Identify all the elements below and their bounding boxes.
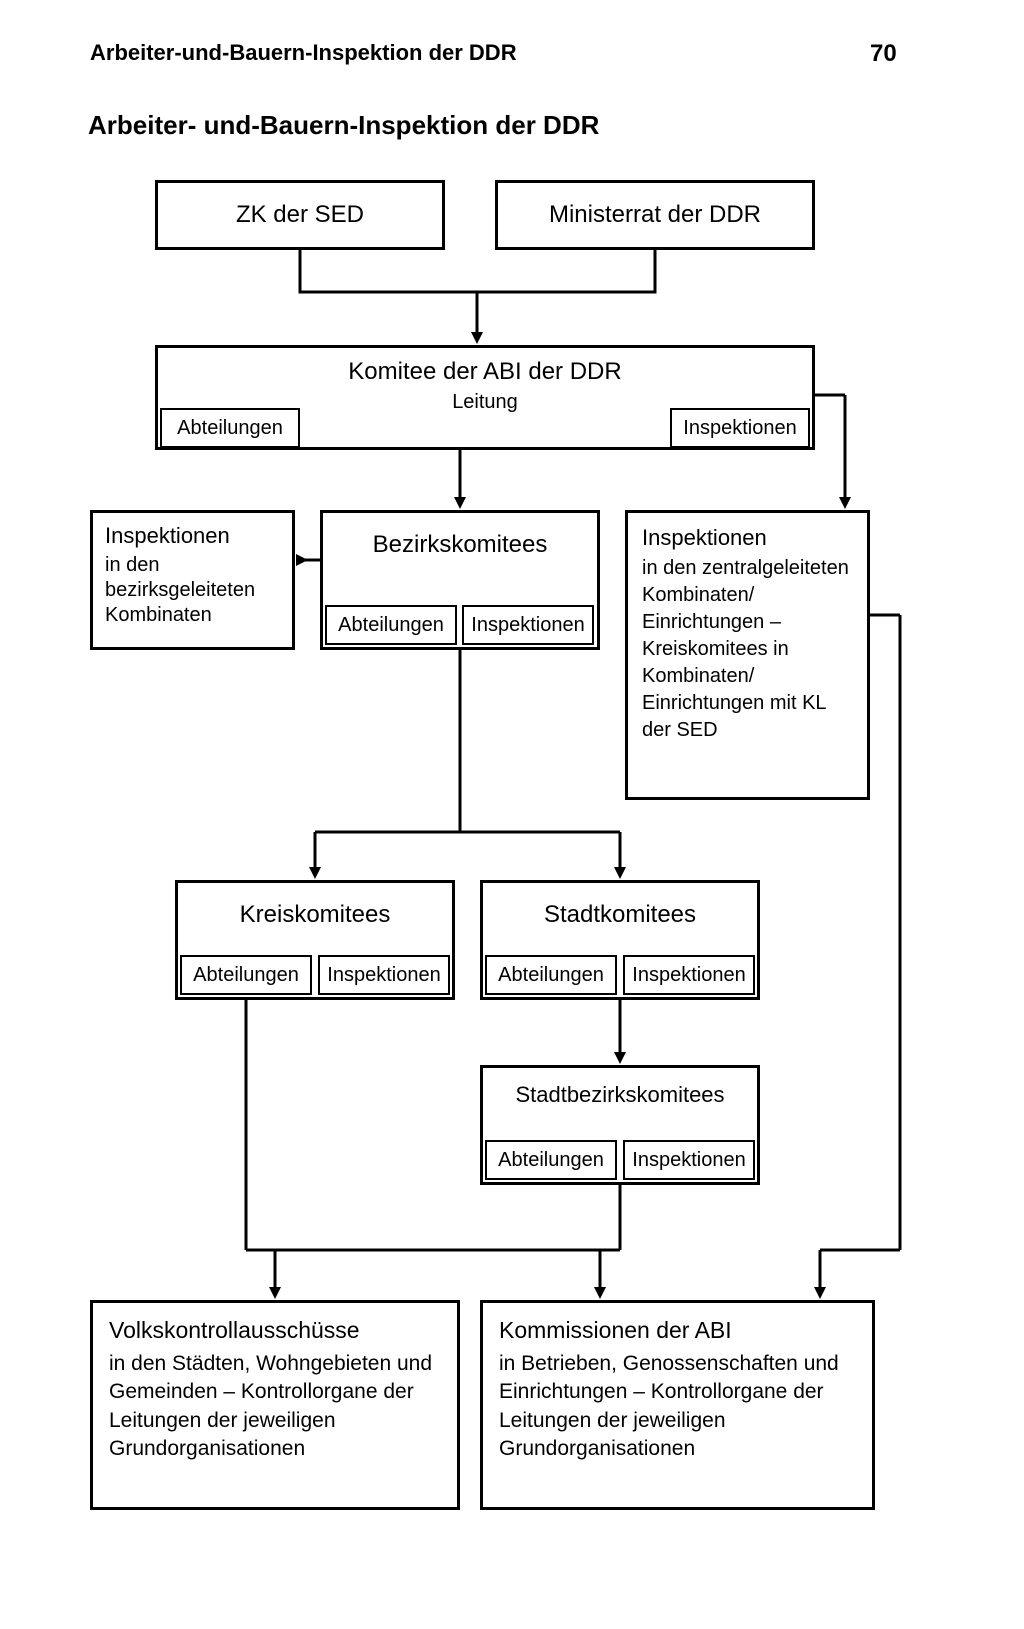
node-volkskontroll: Volkskontrollausschüsse in den Städten, … — [90, 1300, 460, 1510]
sub-inspektionen: Inspektionen — [462, 605, 594, 645]
node-body: in Betrieben, Genossenschaften und Einri… — [499, 1350, 856, 1463]
node-title: Inspektionen — [642, 525, 853, 551]
sub-abteilungen: Abteilungen — [485, 955, 617, 995]
node-label: ZK der SED — [236, 201, 364, 230]
node-title: Kreiskomitees — [178, 901, 452, 929]
node-insp-zentral: Inspektionen in den zentralgeleiteten Ko… — [625, 510, 870, 800]
sub-label: Abteilungen — [338, 614, 444, 637]
sub-label: Abteilungen — [498, 964, 604, 987]
node-title: Bezirkskomitees — [323, 531, 597, 559]
sub-abteilungen: Abteilungen — [160, 408, 300, 448]
node-title: Komitee der ABI der DDR — [158, 358, 812, 387]
sub-label: Abteilungen — [193, 964, 299, 987]
sub-label: Inspektionen — [471, 614, 584, 637]
node-title: Kommissionen der ABI — [499, 1317, 856, 1344]
node-insp-bezirk: Inspektionen in den bezirksgeleiteten Ko… — [90, 510, 295, 650]
sub-inspektionen: Inspektionen — [670, 408, 810, 448]
sub-label: Inspektionen — [632, 1149, 745, 1172]
running-header-title: Arbeiter-und-Bauern-Inspektion der DDR — [90, 40, 517, 66]
sub-label: Inspektionen — [632, 964, 745, 987]
node-body: in den zentralgeleiteten Kombinaten/ Ein… — [642, 555, 853, 744]
sub-abteilungen: Abteilungen — [180, 955, 312, 995]
sub-inspektionen: Inspektionen — [623, 1140, 755, 1180]
sub-abteilungen: Abteilungen — [325, 605, 457, 645]
node-title: Stadtkomitees — [483, 901, 757, 929]
node-zk-sed: ZK der SED — [155, 180, 445, 250]
sub-label: Abteilungen — [498, 1149, 604, 1172]
node-label: Ministerrat der DDR — [549, 201, 761, 230]
sub-inspektionen: Inspektionen — [623, 955, 755, 995]
page: Arbeiter-und-Bauern-Inspektion der DDR 7… — [0, 0, 1024, 1629]
sub-label: Inspektionen — [327, 964, 440, 987]
sub-label: Inspektionen — [683, 417, 796, 440]
page-number: 70 — [870, 40, 897, 68]
node-body: in den Städten, Wohngebieten und Gemeind… — [109, 1350, 441, 1463]
sub-label: Abteilungen — [177, 417, 283, 440]
node-ministerrat: Ministerrat der DDR — [495, 180, 815, 250]
node-title: Volkskontrollausschüsse — [109, 1317, 441, 1344]
node-body: in den bezirksgeleiteten Kombinaten — [105, 553, 280, 628]
node-title: Stadtbezirkskomitees — [483, 1082, 757, 1108]
diagram-title: Arbeiter- und-Bauern-Inspektion der DDR — [88, 110, 599, 141]
sub-inspektionen: Inspektionen — [318, 955, 450, 995]
node-kommissionen: Kommissionen der ABI in Betrieben, Genos… — [480, 1300, 875, 1510]
node-title: Inspektionen — [105, 523, 280, 549]
sub-abteilungen: Abteilungen — [485, 1140, 617, 1180]
